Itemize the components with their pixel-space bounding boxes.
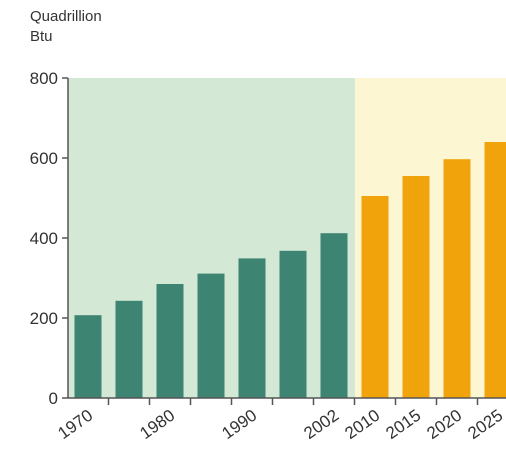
bar-1990 — [238, 258, 266, 398]
x-tick-label-2020: 2020 — [423, 406, 465, 443]
y-axis-label-line-2: Btu — [30, 28, 53, 45]
x-tick-label-1990: 1990 — [218, 406, 260, 443]
y-tick-label-200: 200 — [30, 309, 58, 328]
x-tick-label-2015: 2015 — [382, 406, 424, 443]
bar-1985 — [197, 273, 225, 398]
bar-2002 — [320, 233, 348, 398]
x-tick-label-2010: 2010 — [341, 406, 383, 443]
bar-2025 — [484, 142, 506, 398]
bar-2010 — [361, 196, 389, 398]
x-tick-label-1970: 1970 — [54, 406, 96, 443]
y-tick-label-0: 0 — [49, 389, 58, 408]
bar-1995 — [279, 250, 307, 398]
bar-2020 — [443, 159, 471, 398]
x-tick-label-1980: 1980 — [136, 406, 178, 443]
bar-2015 — [402, 176, 430, 398]
x-tick-label-2025: 2025 — [464, 406, 506, 443]
y-tick-label-400: 400 — [30, 229, 58, 248]
bar-1970 — [74, 315, 102, 398]
y-tick-label-800: 800 — [30, 69, 58, 88]
y-axis-label-line-1: Quadrillion — [30, 8, 102, 25]
x-tick-label-2002: 2002 — [300, 406, 342, 443]
bar-1980 — [156, 284, 184, 398]
y-tick-label-600: 600 — [30, 149, 58, 168]
bar-1975 — [115, 300, 143, 398]
